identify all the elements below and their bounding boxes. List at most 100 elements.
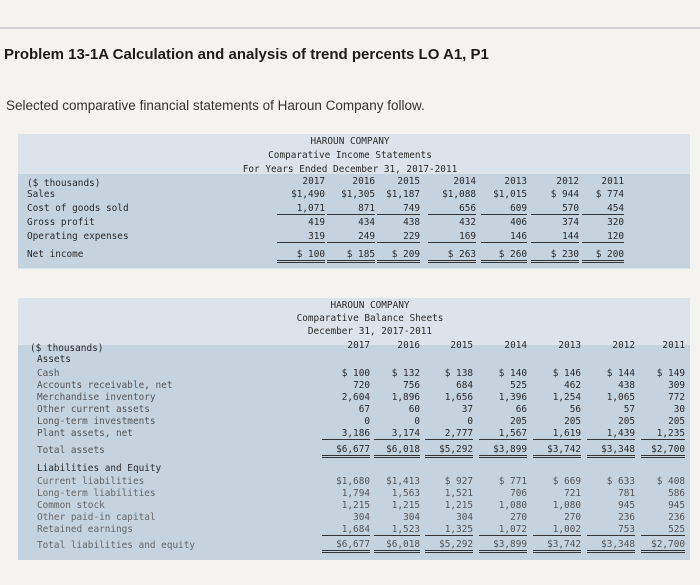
is-cell: $1,015 — [493, 189, 527, 200]
bs-cell: 1,215 — [341, 500, 370, 511]
is-cell: 146 — [481, 231, 527, 243]
bs-total-liab-label: Total liabilities and equity — [37, 540, 196, 551]
bs-year-header: 2012 — [612, 340, 635, 351]
bs-cell: 721 — [564, 488, 581, 499]
bs-total-cell: $2,700 — [641, 539, 685, 553]
bs-cell: 1,563 — [391, 488, 420, 499]
bs-year-header: 2016 — [397, 340, 420, 351]
is-cell: $ 100 — [277, 249, 325, 263]
bs-cell: 1,523 — [374, 524, 420, 536]
bs-total-cell: $3,899 — [479, 444, 527, 458]
is-cell: 432 — [459, 217, 476, 228]
is-cell: $ 185 — [327, 249, 375, 263]
bs-cell: 304 — [353, 512, 370, 523]
bs-row-label: Common stock — [37, 500, 105, 511]
is-year-header: 2015 — [397, 176, 420, 187]
bs-cell: 756 — [403, 380, 420, 391]
bs-cell: 205 — [618, 416, 635, 427]
is-cell: $ 263 — [428, 249, 476, 263]
is-cell: $1,305 — [341, 189, 375, 200]
is-cell: $1,490 — [291, 189, 325, 200]
is-year-header: 2016 — [352, 176, 375, 187]
bs-cell: $ 633 — [606, 476, 635, 487]
is-cell: 169 — [428, 231, 476, 243]
bs-cell: $ 100 — [341, 368, 370, 379]
is-cell: $ 209 — [377, 249, 420, 263]
bs-row-label: Plant assets, net — [37, 428, 133, 439]
bs-cell: $ 146 — [552, 368, 581, 379]
bs-cell: 2,777 — [425, 428, 473, 440]
bs-row-label: Accounts receivable, net — [37, 380, 173, 391]
is-cell: $ 260 — [481, 249, 527, 263]
is-units-label: ($ thousands) — [27, 178, 101, 189]
bs-cell: 66 — [515, 404, 527, 415]
bs-cell: $ 771 — [498, 476, 527, 487]
bs-cell: 236 — [668, 512, 685, 523]
bs-cell: 945 — [668, 500, 685, 511]
bs-cell: 1,072 — [479, 524, 527, 536]
bs-cell: 772 — [668, 392, 685, 403]
bs-cell: 1,896 — [391, 392, 420, 403]
bs-year-header: 2013 — [558, 340, 581, 351]
bs-cell: $1,413 — [386, 476, 420, 487]
bs-units-label: ($ thousands) — [30, 343, 104, 354]
bs-cell: 1,396 — [498, 392, 527, 403]
bs-cell: 1,254 — [552, 392, 581, 403]
is-cell: 229 — [377, 231, 420, 243]
is-cell: 749 — [377, 203, 420, 215]
is-year-header: 2017 — [302, 176, 325, 187]
is-year-header: 2014 — [453, 176, 476, 187]
bs-year-header: 2011 — [662, 340, 685, 351]
bs-cell: 1,215 — [444, 500, 473, 511]
bs-cell: 1,080 — [552, 500, 581, 511]
is-cell: $1,187 — [386, 189, 420, 200]
is-cell: 1,071 — [277, 203, 325, 215]
bs-year-header: 2017 — [347, 340, 370, 351]
bs-cell: $ 138 — [444, 368, 473, 379]
is-cell: $ 200 — [582, 249, 624, 263]
is-cell: 454 — [582, 203, 624, 215]
bs-cell: $ 149 — [656, 368, 685, 379]
bs-cell: 56 — [569, 404, 581, 415]
bs-cell: 236 — [618, 512, 635, 523]
is-cell: 406 — [510, 217, 527, 228]
is-row-label: Cost of goods sold — [27, 203, 129, 214]
bs-cell: $ 927 — [444, 476, 473, 487]
bs-total-cell: $3,348 — [587, 444, 635, 458]
is-cell: $1,088 — [442, 189, 476, 200]
bs-row-label: Current liabilities — [37, 476, 145, 487]
bs-total-cell: $3,348 — [587, 539, 635, 553]
bs-cell: 1,439 — [587, 428, 635, 440]
bs-period: December 31, 2017-2011 — [307, 326, 433, 337]
top-divider — [0, 27, 700, 29]
is-cell: 434 — [358, 217, 375, 228]
bs-cell: $ 669 — [552, 476, 581, 487]
bs-cell: 1,684 — [322, 524, 370, 536]
bs-cell: 1,567 — [479, 428, 527, 440]
bs-total-cell: $6,018 — [374, 539, 420, 553]
bs-cell: 57 — [623, 404, 635, 415]
is-cell: 144 — [531, 231, 579, 243]
income-statement-band — [18, 174, 690, 268]
bs-cell: 205 — [510, 416, 527, 427]
page-title: Problem 13-1A Calculation and analysis o… — [4, 46, 489, 63]
bs-cell: 60 — [408, 404, 420, 415]
is-cell: 438 — [403, 217, 420, 228]
bs-cell: 304 — [456, 512, 473, 523]
bs-total-cell: $3,899 — [479, 539, 527, 553]
is-cell: 419 — [308, 217, 325, 228]
bs-assets-heading: Assets — [37, 354, 71, 365]
bs-cell: 438 — [618, 380, 635, 391]
is-cell: 609 — [481, 203, 527, 215]
is-year-header: 2011 — [601, 176, 624, 187]
bs-cell: 462 — [564, 380, 581, 391]
bs-row-label: Other current assets — [37, 404, 150, 415]
bs-cell: 37 — [461, 404, 473, 415]
bs-year-header: 2014 — [504, 340, 527, 351]
bs-cell: 684 — [456, 380, 473, 391]
is-cell: $ 230 — [531, 249, 579, 263]
bs-total-assets-label: Total assets — [37, 445, 105, 456]
is-cell: 374 — [562, 217, 579, 228]
bs-cell: 781 — [618, 488, 635, 499]
bs-cell: 1,065 — [606, 392, 635, 403]
